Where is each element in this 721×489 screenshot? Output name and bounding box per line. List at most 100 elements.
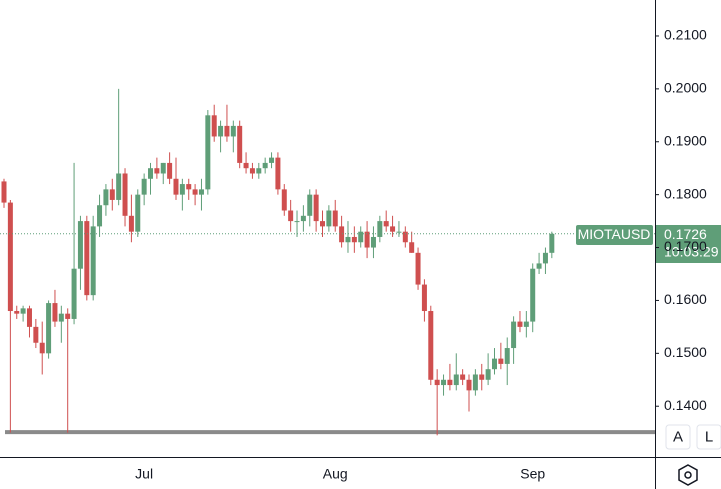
- symbol-tag: [576, 225, 653, 245]
- y-tick-label: 0.2100: [664, 27, 707, 43]
- candle-body: [358, 231, 364, 243]
- candle-body: [243, 162, 249, 169]
- candle-body: [90, 226, 96, 296]
- candle-body: [186, 184, 192, 190]
- candle-body: [517, 321, 523, 327]
- candle-body: [447, 379, 453, 386]
- candle-body: [377, 221, 383, 237]
- x-tick-label: Sep: [520, 466, 545, 482]
- y-tick-label: 0.1800: [664, 185, 707, 201]
- candle-body: [160, 162, 166, 174]
- candle-body: [128, 215, 134, 232]
- candle-body: [530, 268, 536, 322]
- candle-body: [549, 233, 555, 253]
- candle-body: [332, 210, 338, 227]
- auto-button-label[interactable]: A: [673, 428, 683, 445]
- candle-body: [116, 173, 122, 200]
- candle-body: [218, 125, 224, 137]
- candle-body: [237, 125, 243, 163]
- candle-body: [77, 221, 83, 269]
- candle-body: [52, 303, 58, 322]
- settings-icon[interactable]: [678, 464, 698, 486]
- candle-body: [421, 284, 427, 312]
- candle-body: [1, 181, 7, 203]
- settings-icon-center[interactable]: [684, 471, 692, 479]
- symbol-label: MIOTAUSD: [578, 226, 651, 242]
- candle-body: [479, 374, 485, 380]
- candle-body: [466, 379, 472, 391]
- y-tick-label: 0.1500: [664, 344, 707, 360]
- candle-body: [428, 311, 434, 380]
- candle-body: [313, 194, 319, 222]
- candle-body: [141, 178, 147, 195]
- candle-body: [511, 321, 517, 349]
- candle-body: [307, 194, 313, 216]
- candle-body: [39, 342, 45, 354]
- candle-body: [167, 162, 173, 179]
- candle-body: [275, 157, 281, 190]
- plot: [0, 88, 655, 436]
- candle-body: [339, 226, 345, 243]
- candle-body: [460, 374, 466, 380]
- candle-body: [498, 358, 504, 364]
- candle-body: [390, 226, 396, 232]
- candle-body: [370, 236, 376, 248]
- candle-body: [109, 189, 115, 200]
- candle-body: [262, 162, 268, 169]
- log-button-label[interactable]: L: [705, 428, 713, 445]
- candle-body: [65, 313, 71, 319]
- y-tick-label: 0.1700: [664, 238, 707, 254]
- candle-body: [269, 157, 275, 163]
- candle-body: [281, 189, 287, 211]
- candle-body: [485, 369, 491, 380]
- candle-body: [154, 168, 160, 174]
- candle-body: [364, 231, 370, 248]
- candle-body: [97, 205, 103, 227]
- y-tick-label: 0.1600: [664, 291, 707, 307]
- candle-body: [20, 308, 26, 314]
- candle-body: [441, 379, 447, 386]
- candle-body: [434, 379, 440, 386]
- candle-body: [26, 308, 32, 327]
- candle-body: [294, 221, 300, 223]
- candle-body: [14, 311, 20, 314]
- candle-body: [402, 231, 408, 243]
- candle-body: [256, 168, 262, 174]
- candle-body: [7, 202, 13, 312]
- y-tick-label: 0.2000: [664, 80, 707, 96]
- candle-body: [542, 252, 548, 264]
- candle-body: [84, 221, 90, 296]
- candle-body: [230, 125, 236, 137]
- candle-body: [198, 189, 204, 195]
- candle-body: [173, 178, 179, 195]
- price-tag: [656, 225, 721, 263]
- candle-body: [211, 115, 217, 137]
- candle-body: [345, 236, 351, 243]
- candle-body: [148, 168, 154, 179]
- candle-body: [288, 210, 294, 222]
- candle-body: [192, 189, 198, 195]
- candle-body: [320, 221, 325, 227]
- candle-body: [224, 125, 230, 137]
- candle-body: [46, 303, 52, 354]
- candle-body: [409, 242, 415, 253]
- candle-body: [33, 326, 39, 343]
- candle-body: [396, 231, 402, 233]
- candle-body: [472, 374, 478, 391]
- candle-body: [103, 189, 109, 206]
- settings-button[interactable]: [678, 464, 698, 486]
- log-button[interactable]: [696, 424, 721, 450]
- candle-body: [491, 358, 497, 370]
- candle-body: [453, 374, 459, 386]
- candle-body: [58, 313, 64, 322]
- candle-body: [300, 215, 306, 222]
- candle-body: [383, 221, 389, 227]
- candle-body: [415, 252, 421, 285]
- auto-button[interactable]: [665, 424, 691, 450]
- candle-body: [122, 173, 128, 216]
- candle-body: [536, 263, 542, 269]
- candle-body: [135, 194, 141, 232]
- candle-body: [249, 168, 255, 174]
- x-tick-label: Jul: [135, 466, 153, 482]
